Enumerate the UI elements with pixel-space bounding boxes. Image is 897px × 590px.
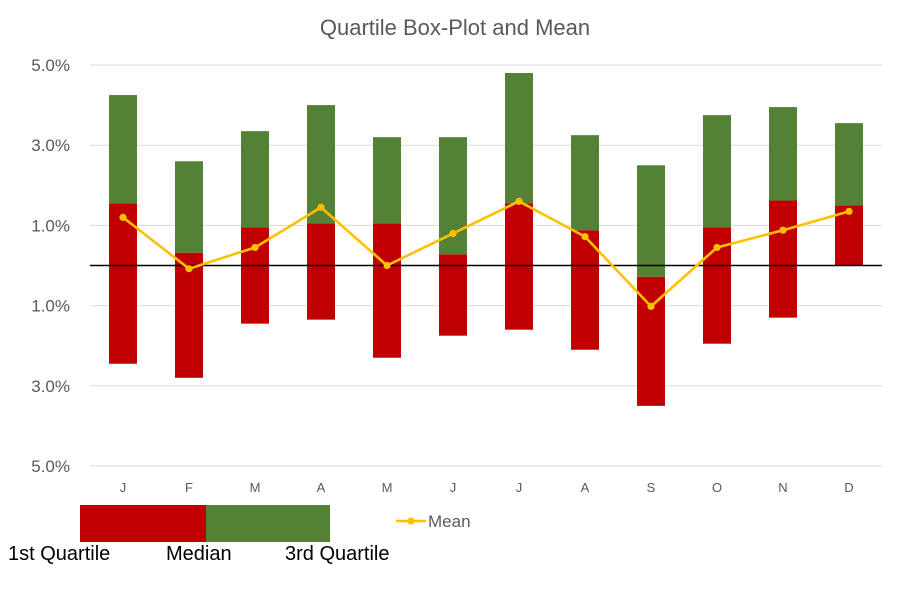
x-tick-label: A	[317, 480, 326, 495]
legend: Mean	[80, 505, 471, 542]
x-tick-label: J	[120, 480, 127, 495]
mean-point	[647, 302, 655, 311]
mean-point	[119, 213, 127, 221]
mean-point	[581, 233, 589, 241]
label-median: Median	[166, 543, 232, 565]
mean-line-path	[122, 200, 850, 308]
upper-box-bar	[175, 161, 203, 253]
x-tick-label: N	[778, 480, 787, 495]
upper-box-bar	[835, 123, 863, 206]
mean-point	[383, 261, 391, 270]
upper-box-bar	[703, 115, 731, 228]
mean-point	[845, 207, 853, 215]
gridlines	[90, 64, 882, 467]
mean-point	[449, 229, 457, 238]
x-tick-label: S	[647, 480, 656, 495]
x-tick-label: J	[450, 480, 457, 495]
upper-box-bar	[241, 131, 269, 228]
label-3rd-quartile: 3rd Quartile	[285, 543, 390, 565]
x-tick-label: M	[250, 480, 261, 495]
upper-box-bar	[307, 105, 335, 224]
box-bars	[109, 73, 863, 406]
y-tick-label: 5.0%	[31, 56, 70, 75]
lower-box-bar	[439, 254, 467, 336]
mean-line	[119, 197, 853, 311]
lower-box-bar	[571, 230, 599, 350]
x-tick-label: O	[712, 480, 722, 495]
chart-title: Quartile Box-Plot and Mean	[320, 15, 590, 40]
lower-box-bar	[769, 200, 797, 318]
upper-box-bar	[109, 95, 137, 204]
lower-box-bar	[307, 223, 335, 320]
legend-mean-marker	[407, 517, 415, 525]
mean-point	[515, 197, 523, 205]
lower-box-bar	[241, 227, 269, 324]
upper-box-bar	[769, 107, 797, 201]
legend-swatch-q1	[80, 505, 206, 542]
y-axis-ticks: 5.0% 3.0% 1.0% 1.0% 3.0% 5.0%	[31, 56, 70, 476]
mean-point	[185, 265, 193, 273]
label-1st-quartile: 1st Quartile	[8, 543, 111, 565]
legend-swatch-q3	[206, 505, 330, 542]
upper-box-bar	[373, 137, 401, 224]
y-tick-label: 1.0%	[31, 297, 70, 316]
lower-box-bar	[373, 223, 401, 358]
x-tick-label: J	[516, 480, 523, 495]
x-tick-label: F	[185, 480, 193, 495]
x-tick-label: D	[844, 480, 853, 495]
y-tick-label: 5.0%	[31, 457, 70, 476]
lower-box-bar	[505, 203, 533, 330]
mean-point	[713, 243, 721, 252]
mean-point	[317, 203, 325, 211]
legend-mean-label: Mean	[428, 512, 471, 531]
upper-box-bar	[637, 165, 665, 277]
x-tick-label: A	[581, 480, 590, 495]
y-tick-label: 3.0%	[31, 136, 70, 155]
y-tick-label: 3.0%	[31, 377, 70, 396]
upper-box-bar	[505, 73, 533, 204]
mean-point	[779, 226, 787, 234]
x-tick-label: M	[382, 480, 393, 495]
lower-box-bar	[175, 252, 203, 378]
lower-box-bar	[109, 203, 137, 364]
mean-point	[251, 243, 259, 252]
upper-box-bar	[571, 135, 599, 231]
y-tick-label: 1.0%	[31, 216, 70, 235]
